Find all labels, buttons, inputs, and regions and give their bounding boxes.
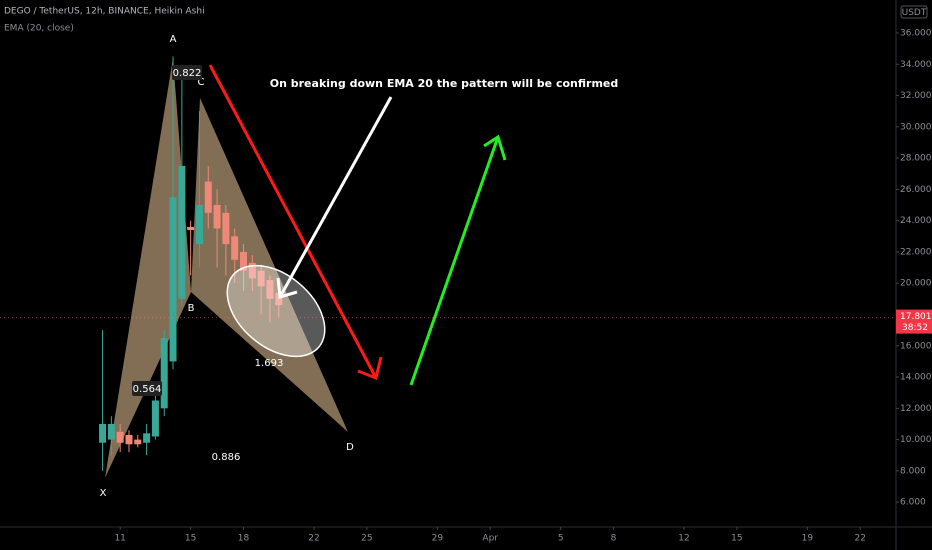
x-tick-label: 11 [114,534,125,544]
ratio-box [172,65,202,80]
candle-body [125,434,133,445]
candle-body [169,197,177,362]
y-tick-label: 16.000 [900,341,932,351]
y-tick-label: 36.000 [900,28,932,38]
ratio-box [132,381,162,396]
white-arrow [276,96,393,299]
y-tick-label: 28.000 [900,154,932,164]
arrow-head [483,134,507,161]
candle-body [222,212,230,245]
point-label: C [198,77,205,88]
candle-body [134,439,142,445]
candle-body [195,205,203,245]
y-tick-label: 26.000 [900,185,932,195]
y-tick-label: 14.000 [900,373,932,383]
x-tick-label: 25 [361,534,372,544]
point-label: A [170,34,177,45]
arrow-head [357,356,383,381]
candle-body [107,423,115,440]
x-tick-label: 22 [855,534,866,544]
candle-body [151,400,159,437]
candle-body [99,423,107,443]
ratio-label: 0.564 [133,384,162,395]
currency: USDT [902,8,927,18]
y-tick-label: 32.000 [900,91,932,101]
y-tick-label: 6.000 [900,498,926,508]
candle-body [231,236,239,260]
xab-triangle [105,58,191,478]
y-tick-label: 8.000 [900,466,926,476]
arrow-line [409,136,500,386]
y-tick-label: 34.000 [900,60,932,70]
x-tick-label: 18 [238,534,250,544]
y-tick-label: 10.000 [900,435,932,445]
currency-box [900,5,928,19]
green-arrow [409,134,507,386]
candle-body [178,165,186,299]
ratio-label: 0.822 [173,68,202,79]
candle-body [257,270,265,287]
point-label: D [346,442,354,453]
red-arrow [208,64,383,381]
candle-body [143,433,151,443]
point-label: X [100,488,107,499]
highlight-ellipse [226,264,326,358]
price-tag [896,309,932,334]
y-tick-label: 12.000 [900,404,932,414]
arrow-head [276,277,298,299]
x-tick-label: 8 [611,534,617,544]
x-tick-label: 12 [678,534,689,544]
indicator-label: EMA (20, close) [4,24,74,34]
y-tick-label: 20.000 [900,279,932,289]
chart-title: DEGO / TetherUS, 12h, BINANCE, Heikin As… [4,7,205,17]
x-tick-label: 15 [731,534,742,544]
candle-body [116,431,124,443]
last-price: 17.801 [900,312,932,322]
x-tick-label: Apr [482,534,498,544]
x-tick-label: 29 [432,534,444,544]
annotation-note: On breaking down EMA 20 the pattern will… [270,77,619,90]
candle-body [204,181,212,213]
point-label: B [188,303,195,314]
candle-body [213,205,221,229]
candle-body [187,226,195,231]
ratio-label: 0.886 [212,452,241,463]
arrow-line [278,96,393,298]
x-tick-label: 15 [185,534,196,544]
candle-body [266,280,274,299]
harmonic-pattern [105,58,348,478]
y-tick-label: 24.000 [900,216,932,226]
countdown: 38:52 [902,323,928,333]
x-tick-label: 5 [558,534,564,544]
bcd-triangle [191,98,348,432]
ratio-label: 1.693 [255,358,284,369]
arrow-line [208,64,378,379]
candle-body [160,337,168,409]
candle-body [240,251,248,271]
x-tick-label: 22 [308,534,319,544]
x-tick-label: 19 [802,534,814,544]
y-tick-label: 30.000 [900,122,932,132]
y-tick-label: 22.000 [900,247,932,257]
candle-body [248,262,256,279]
